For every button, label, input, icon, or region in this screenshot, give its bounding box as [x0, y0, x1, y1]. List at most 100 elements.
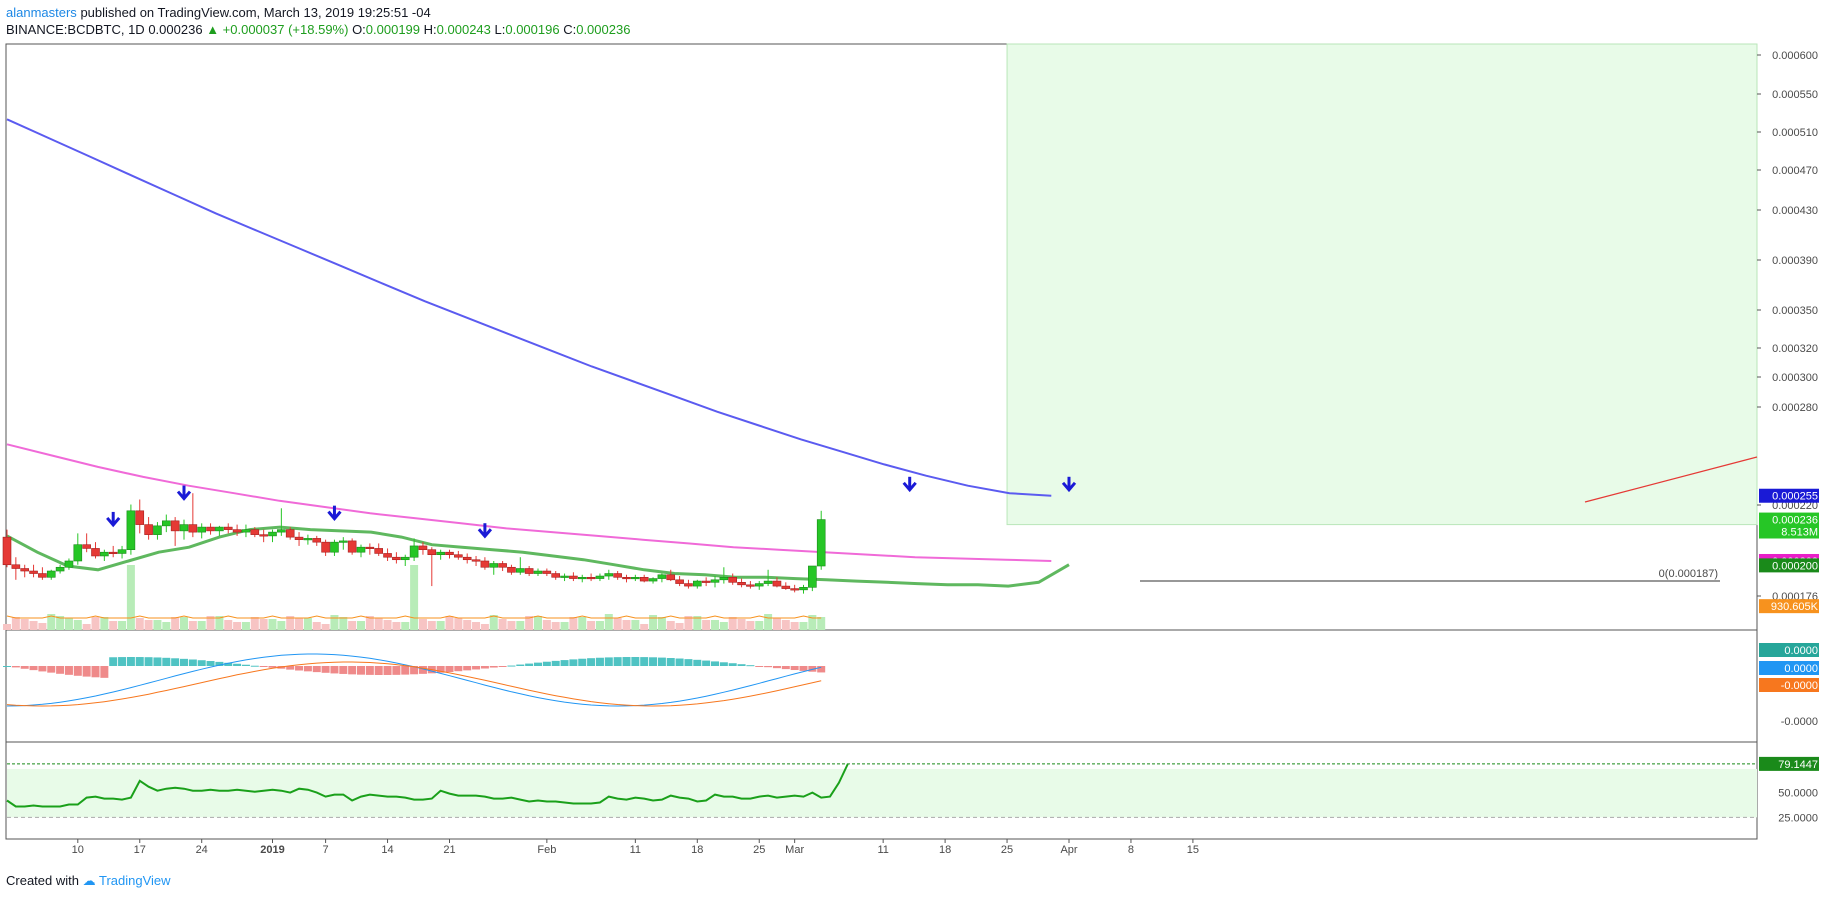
time-tick-label: Apr — [1060, 844, 1077, 856]
macd-histogram-bar — [241, 664, 250, 666]
volume-bar — [418, 619, 427, 630]
macd-histogram-bar — [516, 664, 525, 666]
volume-bar — [808, 615, 817, 630]
created-with-text: Created with — [6, 873, 79, 888]
volume-bar — [197, 621, 206, 630]
macd-histogram-bar — [560, 660, 569, 666]
volume-bar — [649, 615, 658, 630]
candle-body — [577, 576, 587, 580]
macd-histogram-bar — [153, 657, 162, 666]
macd-histogram-bar — [595, 657, 604, 666]
volume-bar — [109, 621, 118, 630]
volume-bar — [737, 619, 746, 630]
candle-body — [507, 566, 516, 573]
macd-histogram-bar — [622, 657, 631, 666]
volume-bar — [525, 616, 534, 630]
candle — [515, 557, 525, 575]
candle-body — [294, 536, 304, 540]
volume-bar — [445, 616, 454, 630]
candle-body — [542, 570, 552, 574]
published-text: published on TradingView.com, March 13, … — [80, 5, 431, 20]
candle — [215, 525, 224, 536]
volume-bar — [507, 621, 516, 630]
price-tag-label: 0.000200 — [1772, 560, 1818, 572]
ma-fast-line — [6, 525, 1070, 588]
volume-bar — [29, 621, 38, 630]
candle — [648, 577, 658, 584]
macd-tag: -0.0000 — [1759, 678, 1819, 692]
author-link[interactable]: alanmasters — [6, 5, 77, 20]
tradingview-brand[interactable]: TradingView — [99, 873, 171, 888]
time-tick-label: Feb — [537, 844, 556, 856]
macd-histogram-bar — [20, 666, 29, 669]
candle-body — [666, 574, 676, 581]
volume-bar — [383, 620, 392, 630]
candle-body — [409, 545, 419, 558]
volume-bar — [472, 622, 481, 630]
candle-body — [374, 548, 384, 554]
candle — [454, 550, 463, 560]
macd-signal-line — [6, 661, 822, 707]
high-value: 0.000243 — [436, 22, 491, 37]
macd-histogram-bar — [303, 666, 312, 672]
candle-body — [737, 582, 746, 586]
volume-bar — [657, 617, 666, 630]
rsi-tick-label: 25.0000 — [1778, 812, 1818, 824]
time-tick-label: 18 — [691, 844, 703, 856]
ma-200-line — [6, 118, 1052, 497]
time-tick-label: 11 — [630, 844, 641, 856]
candle — [604, 569, 614, 580]
macd-histogram-bar — [711, 661, 719, 666]
candle-body — [241, 529, 251, 533]
price-tag: 8.513M — [1759, 524, 1819, 539]
macd-histogram-bar — [357, 666, 365, 675]
volume-bar — [604, 614, 613, 630]
macd-histogram-bar — [489, 666, 498, 668]
candle-body — [754, 583, 764, 587]
candle-body — [383, 553, 392, 558]
candle-body — [392, 556, 401, 561]
candle — [595, 573, 605, 582]
candle-body — [347, 540, 357, 553]
volume-bar — [339, 617, 348, 630]
price-tag-label: 8.513M — [1781, 526, 1818, 538]
volume-bar — [286, 616, 295, 630]
candle — [108, 545, 118, 558]
macd-histogram-bar — [206, 661, 215, 666]
volume-bar — [233, 622, 242, 630]
volume-bar — [250, 617, 259, 630]
candle — [542, 568, 552, 577]
candle-body — [569, 575, 578, 579]
volume-bar — [480, 624, 489, 630]
volume-bar — [772, 618, 781, 630]
macd-histogram-bar — [534, 662, 542, 666]
candle — [188, 493, 198, 538]
candle-body — [206, 526, 215, 532]
candle-body — [117, 549, 127, 554]
candle-body — [321, 541, 330, 553]
macd-histogram-bar — [268, 666, 277, 668]
macd-histogram-bar — [781, 666, 790, 670]
low-label: L: — [494, 22, 506, 37]
arrow-head — [327, 510, 342, 521]
last-price: 0.000236 — [148, 22, 203, 37]
macd-histogram-bar — [764, 666, 773, 668]
candle — [409, 538, 419, 561]
candle — [383, 548, 392, 561]
macd-histogram-bar — [56, 666, 65, 674]
candle — [73, 533, 83, 565]
macd-histogram-bar — [295, 666, 304, 671]
price-tag-label: 0.000255 — [1772, 491, 1818, 503]
volume-bar — [666, 621, 675, 630]
candle — [781, 582, 791, 590]
candle — [197, 523, 206, 539]
volume-bar — [463, 620, 472, 630]
candle-body — [772, 580, 782, 587]
candle — [657, 573, 667, 583]
candle-body — [816, 519, 826, 567]
macd-histogram-bar — [383, 666, 392, 675]
candle-body — [64, 560, 74, 568]
macd-histogram-bar — [772, 666, 781, 669]
macd-histogram-bar — [312, 666, 321, 673]
